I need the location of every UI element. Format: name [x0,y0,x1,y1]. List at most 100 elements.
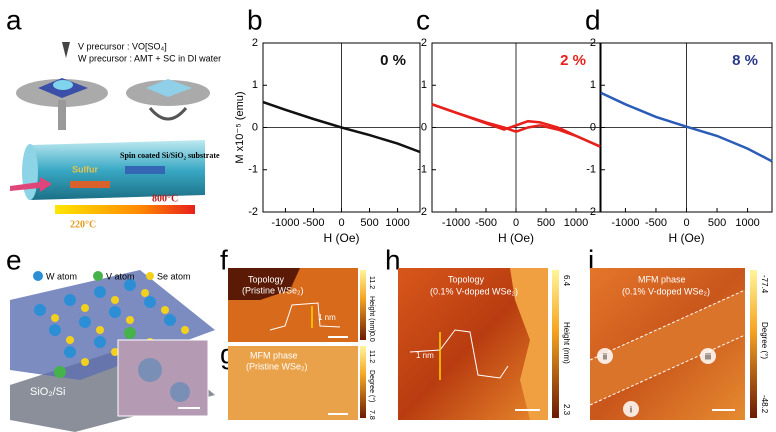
colorbar [552,270,559,418]
panel-g: g MFM phase (Pristine WSe₂) 11.2 Degree … [220,338,376,420]
inset-flake [170,382,190,402]
y-tick-label: 1 [252,79,258,91]
afm-region [510,268,548,420]
region-label: iii [705,351,711,361]
x-axis-label: H (Oe) [498,231,534,245]
series-line [600,91,773,163]
x-tick-label: 0 [683,217,689,229]
colorbar [750,270,757,418]
x-tick-label: 0 [338,217,344,229]
x-tick-label: -1000 [611,217,639,229]
substrate-text: Spin coated Si/SiO₂ substrate [120,151,220,160]
colorbar [360,346,366,418]
panel-label: i [588,244,594,275]
y-tick-label: 1 [590,79,596,91]
w-atoms [34,279,176,358]
legend-dot [93,271,103,281]
boundary [589,334,746,406]
annotation: 0 % [380,52,406,69]
step-text: 1 nm [318,313,336,322]
panel-i: i MFM phase (0.1% V-doped WSe₂) i ii iii… [588,244,769,420]
image-title: MFM phase [250,350,298,360]
y-tick-label: 0 [421,121,427,133]
legend-text: W atom [46,271,77,281]
legend-text: V atom [106,271,135,281]
region-label: i [630,404,632,414]
afm-region [228,268,300,300]
se-atoms [51,289,189,366]
panel-label: e [6,244,22,275]
y-tick-label: 2 [590,37,596,49]
panel-label: h [385,244,401,275]
y-tick-label: -1 [248,164,258,176]
x-tick-label: 500 [360,217,378,229]
arrow [10,177,52,192]
temp-text: 800°C [152,193,178,204]
x-tick-label: 500 [537,217,555,229]
y-tick-label: 0 [252,121,258,133]
image-title: Topology [248,274,285,284]
inset-image [117,339,209,417]
sulfur-boat [70,181,110,188]
image-subtitle: (0.1% V-doped WSe₂) [430,286,518,296]
y-tick-label: -2 [586,206,596,218]
cbar-min: 7.8 [368,410,375,420]
marker [700,348,716,364]
image-title: Topology [448,274,485,284]
panel-label: a [6,4,22,35]
wafer [146,79,192,97]
y-axis-label: M x10⁻⁵ (emu) [234,91,246,163]
tube [30,140,205,200]
colorbar [360,270,366,340]
legend-dot [33,271,43,281]
x-tick-label: -500 [475,217,497,229]
cbar-label: Degree (°) [760,322,769,359]
panel-e: e W atom V atom Se atom SiO₂/Si [6,244,215,432]
x-tick-label: 1000 [564,217,588,229]
annotation: 2 % [560,52,586,69]
y-tick-label: -2 [417,206,427,218]
legend-dot [146,272,154,280]
x-tick-label: 1000 [385,217,409,229]
precursor-text: V precursor : VO[SO₄] [78,41,167,51]
series-line [431,103,601,148]
temperature-bar [55,205,195,214]
sulfur-text: Sulfur [72,164,98,174]
x-tick-label: 0 [513,217,519,229]
panel-h: h Topology (0.1% V-doped WSe₂) 1 nm 6.4 … [385,244,571,420]
y-tick-label: 2 [421,37,427,49]
marker [597,348,613,364]
precursor-text: W precursor : AMT + SC in DI water [78,53,221,63]
image-subtitle: (0.1% V-doped WSe₂) [622,286,710,296]
spin-coater [58,100,66,130]
annotation: 8 % [732,52,758,69]
dropper [62,42,70,58]
x-tick-label: 500 [708,217,726,229]
y-tick-label: 0 [590,121,596,133]
x-tick-label: -500 [302,217,324,229]
cbar-label: Degree (°) [368,370,376,402]
x-axis-label: H (Oe) [669,231,705,245]
y-tick-label: 1 [421,79,427,91]
lattice [10,270,215,380]
image-title: MFM phase [638,274,686,284]
cbar-max: -77.4 [760,275,769,294]
inset-flake [138,358,162,382]
panel-label: f [220,244,228,275]
y-tick-label: -2 [248,206,258,218]
profile [269,302,341,331]
panel-a: a V precursor : VO[SO₄] W precursor : AM… [6,4,221,230]
image-subtitle: (Pristine WSe₂) [246,361,308,371]
mfm-band [590,290,745,405]
x-tick-label: 1000 [735,217,759,229]
cbar-max: 6.4 [562,275,571,287]
series-line [262,100,421,154]
marker [623,401,639,417]
panel-label: b [247,4,263,35]
substrate [125,166,165,174]
gas-text: Ar [12,170,21,180]
y-tick-label: 2 [252,37,258,49]
x-tick-label: -1000 [442,217,470,229]
panel-label: c [416,4,430,35]
